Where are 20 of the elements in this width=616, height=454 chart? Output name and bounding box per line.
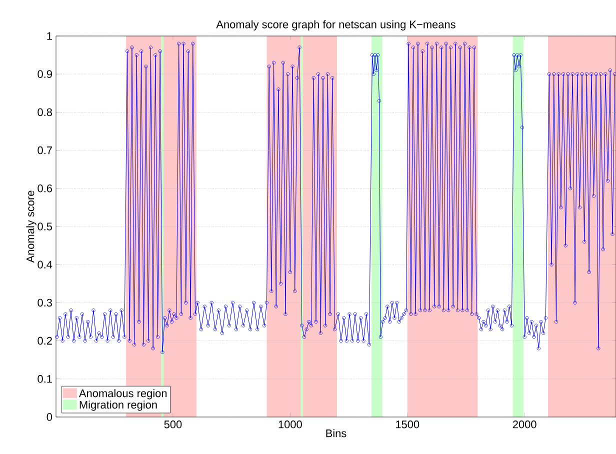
y-tick-label: 0.9 [38, 70, 52, 78]
x-tick-label: 1500 [396, 420, 420, 428]
y-tick-label: 0.3 [38, 298, 52, 307]
y-axis-title: Anomaly score [26, 190, 36, 263]
band-label: Anomalous region [78, 389, 167, 400]
band-label: Migration region [80, 400, 157, 411]
x-tick-label: 2000 [512, 420, 536, 428]
y-tick-label: 0.1 [38, 375, 52, 383]
y-tick-label: 0.2 [38, 336, 52, 345]
y-tick-label: 0.6 [38, 184, 52, 192]
y-tick-label: 0.8 [38, 108, 52, 116]
y-tick-label: 0.5 [38, 222, 52, 230]
x-axis-title: Bins [326, 429, 346, 438]
x-tick-label: 1000 [278, 420, 302, 428]
x-tick-label: 500 [164, 420, 182, 428]
y-tick-label: 1 [47, 32, 52, 40]
y-tick-label: 0.4 [38, 260, 52, 268]
y-tick-label: 0 [46, 413, 52, 421]
chart-title: Anomaly score graph for netscan using K−means [216, 20, 456, 30]
y-tick-label: 0.7 [38, 146, 52, 154]
